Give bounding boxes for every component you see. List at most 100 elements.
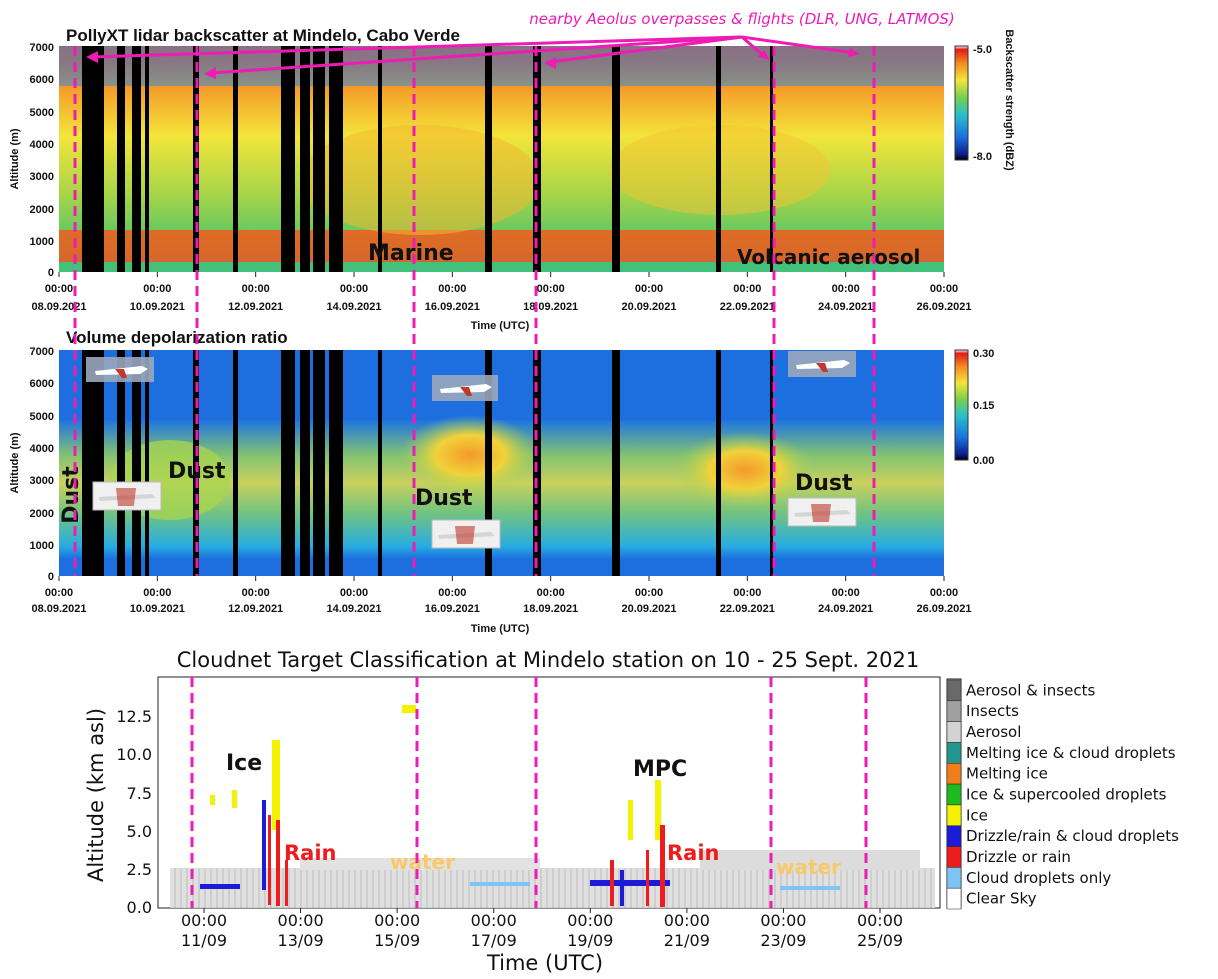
x-tick-date: 17/09: [471, 931, 517, 950]
tick-label: 4000: [30, 443, 54, 455]
legend-swatch: [946, 742, 962, 764]
cloud-droplets: [780, 886, 840, 890]
x-tick-time: 00:00: [760, 911, 806, 930]
depol-colorbar-tick: 0.30: [973, 348, 994, 360]
legend-label: Aerosol & insects: [966, 681, 1095, 699]
x-tick-date: 10.09.2021: [130, 603, 185, 615]
depol-colorbar-tick: 0.15: [973, 400, 994, 412]
x-tick-time: 00:00: [242, 283, 270, 295]
legend-swatch: [946, 783, 962, 806]
x-tick-time: 00:00: [374, 911, 420, 930]
rain-annotation-2: Rain: [667, 841, 720, 865]
rain-annotation-1: Rain: [284, 841, 337, 865]
x-tick-date: 18.09.2021: [523, 301, 578, 313]
aircraft-icon: [86, 357, 154, 382]
x-tick-time: 00:00: [45, 587, 73, 599]
aircraft-icon: [92, 481, 162, 511]
x-tick-time: 00:00: [438, 587, 466, 599]
water-annotation-1: water: [390, 850, 455, 874]
x-tick-date: 13/09: [278, 931, 324, 950]
x-tick-date: 24.09.2021: [818, 603, 873, 615]
aircraft-icon: [432, 375, 498, 401]
tick-label: 2.5: [127, 860, 152, 879]
dust-plume-1: [300, 125, 540, 235]
tick-label: 2000: [30, 508, 54, 520]
dust-annotation-1: Dust: [59, 466, 84, 524]
x-tick-date: 22.09.2021: [720, 301, 775, 313]
x-tick-date: 21/09: [664, 931, 710, 950]
x-tick-date: 14.09.2021: [326, 301, 381, 313]
x-tick-time: 00:00: [471, 911, 517, 930]
dust-core-2: [675, 432, 815, 508]
x-tick-date: 12.09.2021: [228, 301, 283, 313]
backscatter-colorbar: [954, 45, 969, 161]
x-tick-time: 00:00: [857, 911, 903, 930]
mpc-annotation: MPC: [633, 757, 687, 782]
x-tick-time: 00:00: [340, 587, 368, 599]
depol-colorbar-tick: 0.00: [973, 455, 994, 467]
x-tick-time: 00:00: [242, 587, 270, 599]
legend-swatch: [946, 825, 962, 847]
x-tick-date: 20.09.2021: [621, 301, 676, 313]
legend-swatch: [946, 867, 962, 889]
backscatter-y-label: Altitude (m): [9, 128, 21, 189]
tick-label: 0.0: [127, 898, 152, 917]
x-tick-time: 00:00: [733, 283, 761, 295]
x-tick-time: 00:00: [664, 911, 710, 930]
x-tick-time: 00:00: [930, 587, 958, 599]
high-ice: [402, 705, 416, 713]
colorbar-label: Backscatter strength (dBZ): [1003, 29, 1015, 171]
x-tick-date: 15/09: [374, 931, 420, 950]
event-2: [610, 780, 665, 907]
legend-label: Ice: [966, 806, 988, 824]
x-tick-time: 00:00: [930, 283, 958, 295]
x-tick-time: 00:00: [537, 587, 565, 599]
tick-label: 10.0: [116, 745, 152, 764]
backscatter-title: PollyXT lidar backscatter at Mindelo, Ca…: [66, 26, 460, 45]
cloud-droplets: [200, 884, 240, 889]
dust-core-1: [400, 415, 540, 495]
cloud-droplets: [590, 880, 670, 886]
legend-label: Melting ice: [966, 765, 1048, 783]
x-tick-date: 23/09: [760, 931, 806, 950]
marine-layer: [59, 230, 944, 266]
x-tick-time: 00:00: [143, 587, 171, 599]
x-tick-date: 20.09.2021: [621, 603, 676, 615]
dust-annotation-4: Dust: [795, 471, 853, 496]
cloudnet-y-ticks: 0.0 2.5 5.0 7.5 10.0 12.5: [116, 707, 152, 917]
legend-label: Drizzle or rain: [966, 848, 1071, 866]
panel-depolarization: Volume depolarization ratio 7000 600: [9, 328, 994, 635]
cloudnet-x-ticks: 00:0011/0900:0013/0900:0015/0900:0017/09…: [181, 908, 903, 950]
backscatter-x-ticks: 00:00 08.09.2021 00:00 10.09.2021 00:00 12.09…: [31, 272, 972, 313]
x-tick-date: 19/09: [567, 931, 613, 950]
panel-backscatter: PollyXT lidar backscatter at Mindelo, Ca…: [9, 26, 1015, 332]
depol-x-label: Time (UTC): [471, 623, 530, 635]
x-tick-date: 08.09.2021: [31, 301, 86, 313]
aircraft-icon: [431, 519, 501, 549]
cloudnet-x-label: Time (UTC): [486, 951, 603, 975]
tick-label: 6000: [30, 378, 54, 390]
overpass-arrows: [86, 35, 860, 79]
backscatter-y-ticks: 7000 6000 5000 4000 3000 2000 1000 0: [30, 42, 54, 279]
event-1: [210, 740, 288, 906]
x-tick-date: 10.09.2021: [130, 301, 185, 313]
tick-label: 0: [48, 267, 54, 279]
x-tick-date: 18.09.2021: [523, 603, 578, 615]
aircraft-icon: [787, 497, 857, 527]
flights-note: nearby Aeolus overpasses & flights (DLR,…: [529, 10, 955, 28]
legend-label: Clear Sky: [966, 890, 1037, 908]
tick-label: 7000: [30, 42, 54, 54]
depol-x-ticks: 00:00 08.09.2021 00:00 10.09.2021 00:00 12.09…: [31, 576, 972, 615]
tick-label: 5000: [30, 107, 54, 119]
x-tick-date: 24.09.2021: [818, 301, 873, 313]
surface-layer: [59, 262, 944, 272]
x-tick-date: 14.09.2021: [326, 603, 381, 615]
volcanic-aerosol-annotation: Volcanic aerosol: [737, 245, 920, 269]
x-tick-date: 08.09.2021: [31, 603, 86, 615]
x-tick-time: 00:00: [635, 587, 663, 599]
legend-swatch: [946, 887, 962, 910]
x-tick-time: 00:00: [733, 587, 761, 599]
tick-label: 3000: [30, 475, 54, 487]
panel-cloudnet: Cloudnet Target Classification at Mindel…: [84, 648, 1179, 975]
